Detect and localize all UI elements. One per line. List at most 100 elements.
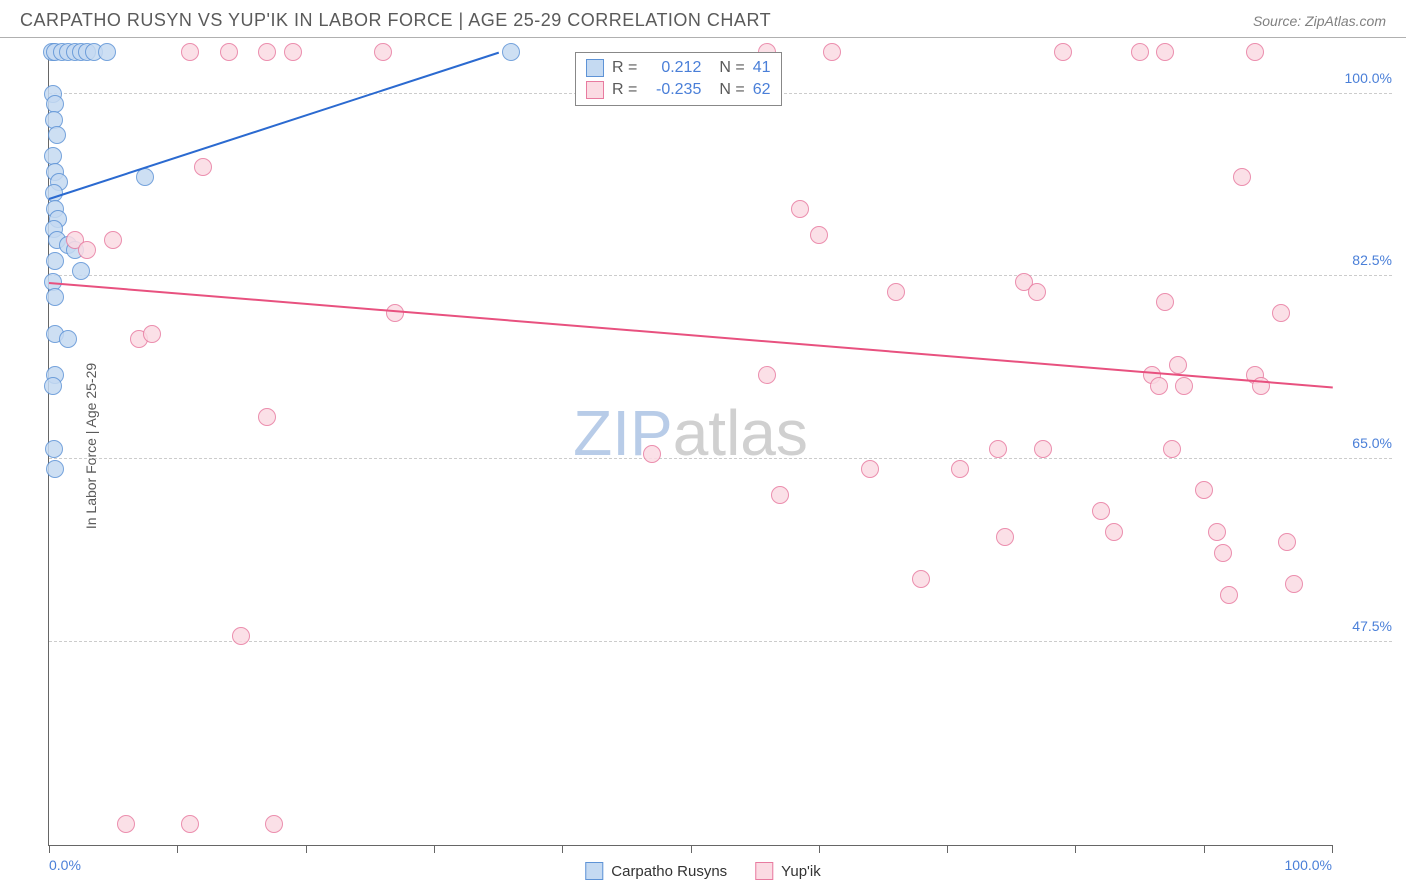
x-axis-label: 0.0% — [49, 857, 81, 873]
data-point — [265, 815, 283, 833]
legend-item: Yup'ik — [755, 862, 821, 880]
data-point — [1156, 293, 1174, 311]
data-point — [181, 815, 199, 833]
data-point — [1169, 356, 1187, 374]
data-point — [912, 570, 930, 588]
x-tick — [1075, 845, 1076, 853]
legend-swatch — [586, 81, 604, 99]
data-point — [117, 815, 135, 833]
data-point — [44, 377, 62, 395]
x-tick — [434, 845, 435, 853]
legend-swatch — [585, 862, 603, 880]
data-point — [78, 241, 96, 259]
data-point — [48, 126, 66, 144]
legend-n-label: N = — [719, 59, 744, 77]
x-axis-label: 100.0% — [1285, 857, 1332, 873]
data-point — [46, 460, 64, 478]
data-point — [996, 528, 1014, 546]
y-tick-label: 65.0% — [1352, 435, 1392, 451]
data-point — [502, 43, 520, 61]
gridline — [49, 458, 1392, 459]
chart-title: CARPATHO RUSYN VS YUP'IK IN LABOR FORCE … — [20, 10, 771, 31]
data-point — [887, 283, 905, 301]
gridline — [49, 275, 1392, 276]
data-point — [232, 627, 250, 645]
legend-stats-row: R = 0.212 N = 41 — [586, 57, 770, 79]
data-point — [951, 460, 969, 478]
data-point — [1208, 523, 1226, 541]
data-point — [1272, 304, 1290, 322]
data-point — [1092, 502, 1110, 520]
x-tick — [306, 845, 307, 853]
data-point — [284, 43, 302, 61]
data-point — [758, 366, 776, 384]
trend-line — [49, 282, 1333, 388]
trend-line — [49, 52, 499, 200]
x-tick — [1332, 845, 1333, 853]
data-point — [1195, 481, 1213, 499]
data-point — [1175, 377, 1193, 395]
data-point — [143, 325, 161, 343]
y-tick-label: 100.0% — [1345, 70, 1392, 86]
data-point — [46, 288, 64, 306]
data-point — [194, 158, 212, 176]
legend-r-label: R = — [612, 59, 637, 77]
gridline — [49, 641, 1392, 642]
data-point — [1028, 283, 1046, 301]
legend-n-value: 62 — [753, 81, 771, 99]
data-point — [1034, 440, 1052, 458]
data-point — [258, 43, 276, 61]
x-tick — [819, 845, 820, 853]
data-point — [810, 226, 828, 244]
legend-r-value: 0.212 — [645, 59, 701, 77]
data-point — [823, 43, 841, 61]
data-point — [220, 43, 238, 61]
data-point — [46, 252, 64, 270]
legend-swatch — [586, 59, 604, 77]
data-point — [45, 440, 63, 458]
data-point — [98, 43, 116, 61]
data-point — [72, 262, 90, 280]
chart-header: CARPATHO RUSYN VS YUP'IK IN LABOR FORCE … — [0, 0, 1406, 38]
data-point — [59, 330, 77, 348]
x-tick — [691, 845, 692, 853]
x-tick — [49, 845, 50, 853]
legend-item: Carpatho Rusyns — [585, 862, 727, 880]
data-point — [1233, 168, 1251, 186]
data-point — [104, 231, 122, 249]
data-point — [181, 43, 199, 61]
scatter-chart: ZIPatlas R =0.212N =41R =-0.235N =62 100… — [48, 52, 1332, 846]
legend-n-value: 41 — [753, 59, 771, 77]
data-point — [374, 43, 392, 61]
data-point — [643, 445, 661, 463]
source-label: Source: ZipAtlas.com — [1253, 13, 1386, 29]
x-tick — [562, 845, 563, 853]
data-point — [989, 440, 1007, 458]
data-point — [861, 460, 879, 478]
x-tick — [177, 845, 178, 853]
data-point — [1246, 43, 1264, 61]
x-tick — [947, 845, 948, 853]
legend-n-label: N = — [719, 81, 744, 99]
data-point — [1156, 43, 1174, 61]
data-point — [136, 168, 154, 186]
data-point — [1105, 523, 1123, 541]
data-point — [1220, 586, 1238, 604]
data-point — [1278, 533, 1296, 551]
legend-bottom: Carpatho Rusyns Yup'ik — [585, 862, 820, 880]
legend-stats-row: R =-0.235N =62 — [586, 79, 770, 101]
x-tick — [1204, 845, 1205, 853]
data-point — [258, 408, 276, 426]
data-point — [771, 486, 789, 504]
legend-label: Yup'ik — [781, 863, 821, 880]
data-point — [386, 304, 404, 322]
data-point — [1131, 43, 1149, 61]
data-point — [1163, 440, 1181, 458]
legend-r-label: R = — [612, 81, 637, 99]
y-tick-label: 47.5% — [1352, 618, 1392, 634]
data-point — [1054, 43, 1072, 61]
data-point — [791, 200, 809, 218]
legend-stats-box: R =0.212N =41R =-0.235N =62 — [575, 52, 781, 106]
data-point — [1150, 377, 1168, 395]
legend-swatch — [755, 862, 773, 880]
